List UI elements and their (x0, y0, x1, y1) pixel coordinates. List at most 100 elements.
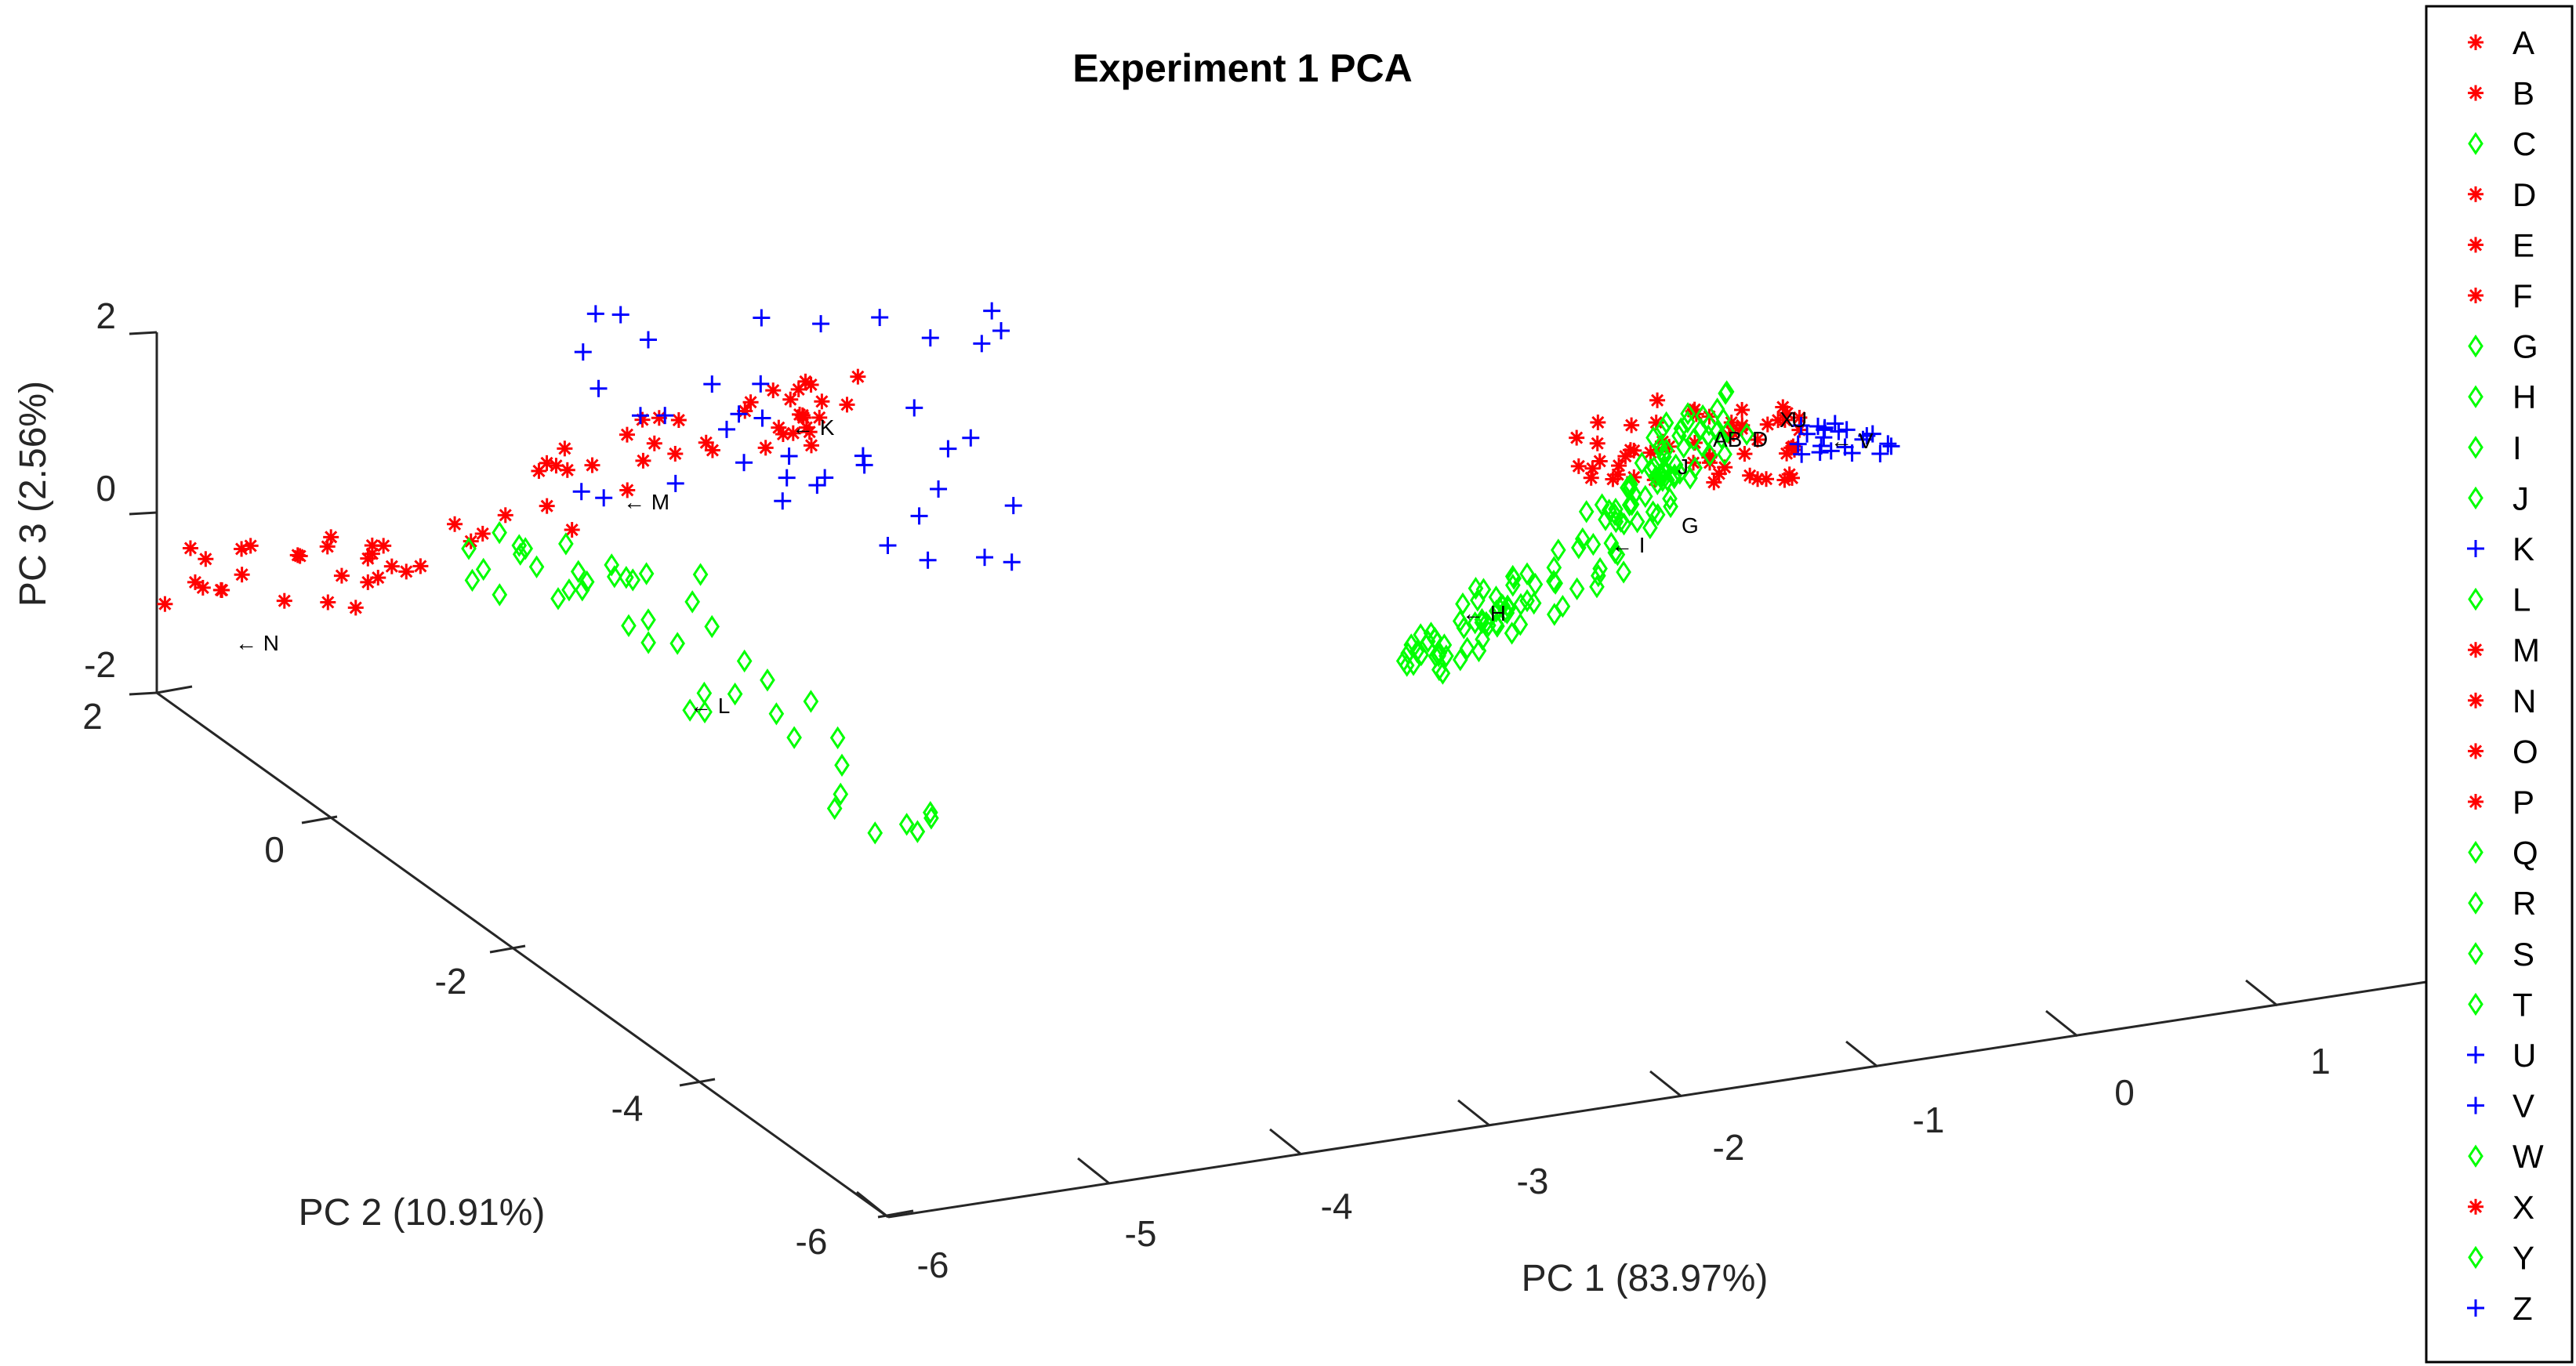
data-point-left-green (833, 782, 849, 806)
y-tick-label: -6 (796, 1221, 828, 1262)
data-point-left-red (670, 412, 687, 429)
data-point-right-green (1658, 411, 1674, 435)
data-point-left-green (492, 520, 507, 545)
data-point-right-red (1611, 458, 1627, 474)
data-point-right-blue (1789, 435, 1807, 453)
data-point-right-green (1569, 577, 1585, 601)
data-point-left-red (497, 507, 513, 524)
data-point-left-green (550, 587, 566, 611)
data-point-right-green (1656, 457, 1673, 481)
y-tick-mark (156, 685, 193, 694)
data-point-right-green (1603, 531, 1620, 555)
data-point-left-blue (921, 329, 939, 347)
legend-item: R (2468, 885, 2536, 922)
data-point-left-blue (1003, 553, 1021, 571)
legend-label: H (2513, 379, 2536, 415)
data-point-left-red (320, 594, 336, 611)
x-tick-label: -5 (1125, 1213, 1157, 1254)
data-point-right-blue (1863, 425, 1881, 443)
z-tick-label: 2 (96, 295, 116, 336)
data-point-left-green (692, 563, 709, 586)
data-point-left-red (292, 548, 308, 564)
x-tick-mark (856, 1190, 889, 1219)
legend-item: U (2467, 1037, 2536, 1074)
data-point-right-green (1645, 426, 1661, 450)
data-point-left-red (839, 397, 855, 413)
data-point-left-red (646, 435, 662, 451)
data-point-left-red (742, 394, 759, 411)
data-point-right-red (1624, 417, 1640, 433)
data-point-right-red (1776, 411, 1793, 428)
data-point-right-green (1555, 594, 1571, 618)
legend-marker (2467, 1046, 2484, 1063)
data-point-left-green (923, 806, 939, 830)
data-point-right-red (1734, 401, 1751, 418)
legend-item: E (2468, 226, 2534, 263)
legend-item: W (2468, 1138, 2544, 1175)
legend-marker (2468, 237, 2483, 253)
data-point-right-green (1718, 380, 1735, 404)
legend-label: Z (2513, 1290, 2533, 1327)
data-point-left-red (157, 596, 173, 612)
legend-marker (2468, 334, 2483, 358)
data-point-left-blue (574, 343, 592, 361)
point-annotation: U (1791, 408, 1807, 432)
legend-marker (2468, 840, 2483, 864)
data-point-right-red (1626, 442, 1642, 458)
legend-item: O (2468, 733, 2538, 770)
legend-item: J (2468, 480, 2529, 516)
data-point-left-red (383, 558, 400, 574)
data-point-right-green (1574, 527, 1591, 551)
data-point-right-green (1578, 500, 1595, 524)
data-point-left-red (447, 516, 463, 532)
legend-label: U (2513, 1037, 2536, 1074)
legend-label: Y (2513, 1239, 2534, 1276)
legend-label: F (2513, 277, 2533, 314)
data-point-left-red (539, 455, 555, 471)
data-point-left-red (198, 551, 214, 567)
data-point-right-green (1646, 455, 1662, 480)
legend-label: V (2513, 1088, 2534, 1125)
data-point-left-red (276, 592, 292, 609)
x-axis-line (887, 980, 2427, 1219)
data-point-right-green (1546, 569, 1562, 593)
legend-marker (2468, 486, 2483, 510)
data-point-right-green (1673, 417, 1689, 440)
y-tick-mark (301, 815, 338, 824)
legend-marker (2468, 743, 2483, 759)
legend-item: F (2468, 277, 2533, 314)
data-point-left-red (398, 563, 415, 580)
legend-marker (2468, 186, 2483, 202)
data-point-right-red (1589, 435, 1605, 451)
data-point-right-green (1420, 629, 1436, 654)
legend-item: V (2467, 1088, 2534, 1125)
legend-label: W (2513, 1138, 2544, 1175)
legend-marker (2468, 385, 2483, 408)
data-point-left-blue (666, 474, 684, 492)
point-annotation: ← H (1462, 601, 1506, 625)
data-point-right-green (1395, 649, 1412, 673)
legend-label: S (2513, 936, 2534, 973)
data-point-left-green (682, 698, 698, 722)
data-point-left-red (698, 434, 714, 451)
data-point-right-green (1667, 453, 1684, 477)
tick-labels-group: 2 0 -2 2 0 -2 -4 -6 -6 -5 -4 -3 -2 -1 0 1 (82, 295, 2331, 1285)
legend-marker (2468, 642, 2483, 658)
legend-item: B (2468, 75, 2534, 112)
legend-item: K (2467, 531, 2534, 567)
data-point-left-green (574, 578, 590, 602)
data-point-left-green (786, 726, 802, 749)
data-point-right-green (1714, 426, 1729, 450)
data-point-right-red (1583, 469, 1599, 486)
data-point-right-blue (1815, 429, 1833, 447)
data-point-left-red (360, 550, 376, 567)
data-point-right-green (1589, 575, 1605, 599)
data-point-left-green (640, 608, 656, 632)
data-point-left-red (619, 426, 635, 443)
data-point-right-green (1400, 641, 1416, 665)
data-point-right-blue (1826, 415, 1844, 433)
x-axis-label: PC 1 (83.97%) (1522, 1258, 1769, 1299)
data-point-right-green (1505, 574, 1521, 597)
